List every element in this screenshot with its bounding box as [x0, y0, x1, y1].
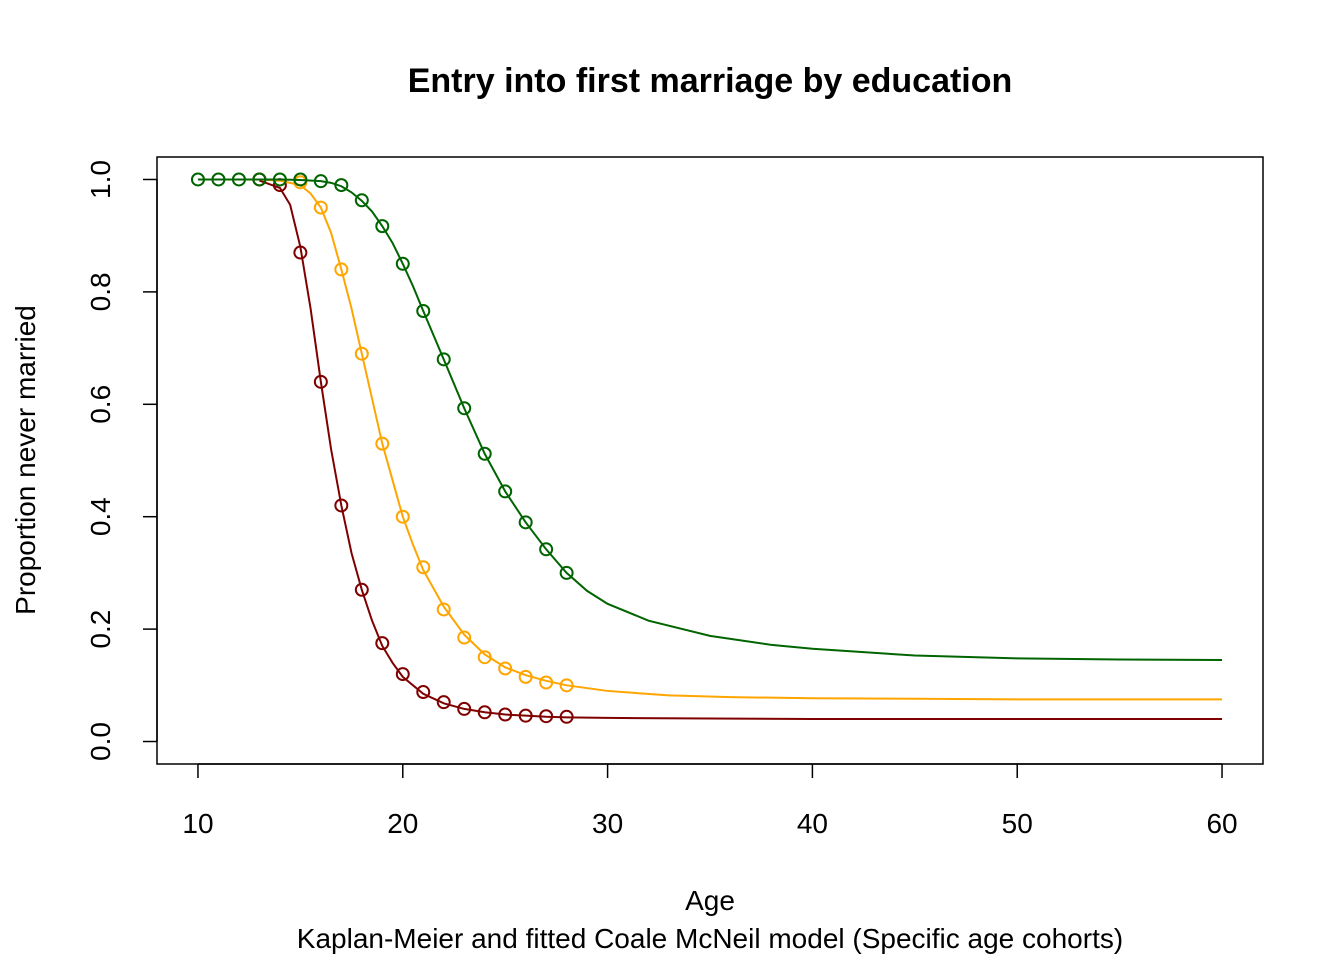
data-point — [395, 256, 410, 271]
data-point — [477, 705, 492, 720]
data-point — [395, 667, 410, 682]
x-tick-label: 40 — [797, 808, 828, 839]
data-point — [559, 709, 574, 724]
data-point — [313, 200, 328, 215]
data-point — [477, 446, 492, 461]
data-point — [498, 661, 513, 676]
y-tick-label: 0.6 — [85, 385, 116, 424]
data-point — [457, 630, 472, 645]
data-point — [231, 172, 246, 187]
y-tick-label: 0.4 — [85, 497, 116, 536]
data-point — [457, 401, 472, 416]
data-point — [416, 685, 431, 700]
data-point — [354, 346, 369, 361]
data-point — [559, 565, 574, 580]
series-3 — [190, 172, 1223, 662]
x-axis: 10 20 30 40 50 60 — [182, 763, 1238, 839]
data-point — [334, 498, 349, 513]
data-point — [190, 172, 205, 187]
series-2 — [197, 175, 1223, 701]
data-point — [375, 219, 390, 234]
data-point — [518, 515, 533, 530]
data-point — [436, 602, 451, 617]
data-point — [334, 178, 349, 193]
data-point — [539, 542, 554, 557]
data-point — [498, 707, 513, 722]
y-tick-label: 0.8 — [85, 272, 116, 311]
y-tick-label: 0.0 — [85, 722, 116, 761]
data-point — [375, 436, 390, 451]
y-tick-label: 1.0 — [85, 160, 116, 199]
data-point — [436, 695, 451, 710]
data-point — [416, 303, 431, 318]
series-1 — [252, 172, 1223, 724]
chart-title: Entry into first marriage by education — [408, 62, 1013, 100]
data-point — [498, 484, 513, 499]
data-point — [559, 678, 574, 693]
data-point — [539, 709, 554, 724]
data-point — [354, 193, 369, 208]
fitted-line — [197, 178, 1223, 662]
chart-subtitle: Kaplan-Meier and fitted Coale McNeil mod… — [297, 923, 1123, 954]
data-point — [293, 245, 308, 260]
y-axis: 0.0 0.2 0.4 0.6 0.8 1.0 — [85, 160, 158, 761]
x-tick-label: 30 — [592, 808, 623, 839]
data-point — [539, 675, 554, 690]
x-tick-label: 20 — [387, 808, 418, 839]
data-point — [477, 650, 492, 665]
x-axis-label: Age — [685, 885, 735, 916]
x-tick-label: 60 — [1206, 808, 1237, 839]
y-axis-label: Proportion never married — [10, 305, 41, 615]
data-point — [313, 374, 328, 389]
fitted-line — [259, 179, 1223, 721]
data-point — [436, 352, 451, 367]
x-tick-label: 50 — [1002, 808, 1033, 839]
data-point — [395, 509, 410, 524]
x-tick-label: 10 — [182, 808, 213, 839]
y-tick-label: 0.2 — [85, 610, 116, 649]
data-point — [518, 708, 533, 723]
series-layer — [190, 172, 1223, 724]
data-point — [334, 262, 349, 277]
data-point — [252, 172, 267, 187]
data-point — [211, 172, 226, 187]
data-point — [457, 701, 472, 716]
data-point — [293, 172, 308, 187]
fitted-line — [197, 178, 1223, 701]
data-point — [518, 669, 533, 684]
plot-frame — [156, 156, 1264, 765]
data-point — [416, 560, 431, 575]
data-point — [272, 172, 287, 187]
data-point — [354, 582, 369, 597]
data-point — [313, 174, 328, 189]
data-point — [375, 636, 390, 651]
